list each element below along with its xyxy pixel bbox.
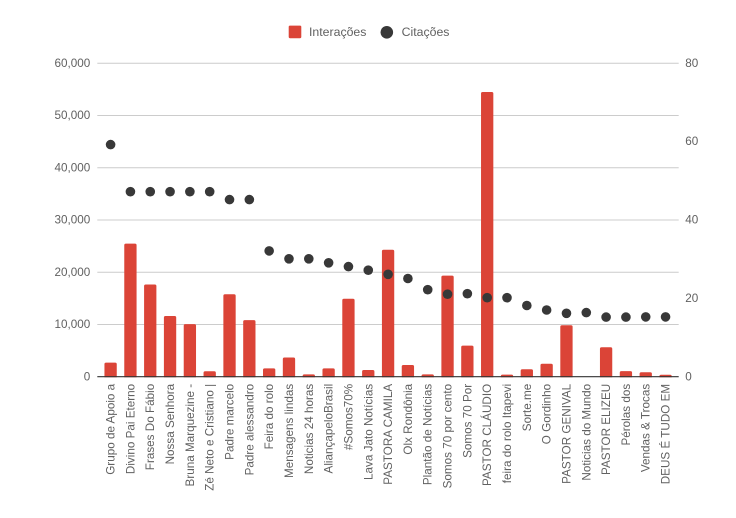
svg-text:PASTOR ELIZEU: PASTOR ELIZEU: [600, 384, 613, 475]
svg-text:Frases Do Fábio: Frases Do Fábio: [144, 383, 157, 470]
svg-text:50,000: 50,000: [55, 109, 91, 122]
svg-text:Padre marcelo: Padre marcelo: [224, 383, 237, 460]
svg-text:Zé Neto e Cristiano |: Zé Neto e Cristiano |: [204, 384, 217, 491]
svg-text:Noticias do Mundo: Noticias do Mundo: [580, 383, 593, 480]
svg-text:Somos 70 por cento: Somos 70 por cento: [442, 383, 455, 488]
svg-text:20,000: 20,000: [55, 266, 91, 279]
svg-text:0: 0: [84, 370, 91, 383]
svg-text:Nossa Senhora: Nossa Senhora: [164, 383, 177, 464]
svg-text:Pérolas dos: Pérolas dos: [620, 384, 633, 446]
svg-text:#Somos70%: #Somos70%: [342, 384, 355, 450]
svg-text:10,000: 10,000: [55, 318, 91, 331]
svg-text:Interações: Interações: [309, 25, 366, 39]
svg-text:O Gordinho: O Gordinho: [541, 383, 554, 444]
svg-text:40: 40: [685, 214, 699, 227]
svg-text:Somos 70 Por: Somos 70 Por: [461, 384, 474, 458]
svg-text:Vendas & Trocas: Vendas & Trocas: [640, 384, 653, 473]
svg-text:Plantão de Notícias: Plantão de Notícias: [422, 384, 435, 486]
svg-text:60,000: 60,000: [55, 57, 91, 70]
svg-text:PASTOR GENIVAL: PASTOR GENIVAL: [560, 383, 573, 484]
svg-text:60: 60: [685, 135, 699, 148]
svg-text:80: 80: [685, 57, 699, 70]
svg-text:Grupo de Apoio a: Grupo de Apoio a: [105, 383, 118, 474]
svg-text:30,000: 30,000: [55, 214, 91, 227]
svg-text:PASTORA CAMILA: PASTORA CAMILA: [382, 384, 395, 485]
svg-text:DEUS É TUDO EM: DEUS É TUDO EM: [660, 384, 673, 484]
svg-text:Mensagens lindas: Mensagens lindas: [283, 384, 296, 478]
svg-text:Feira do rolo: Feira do rolo: [263, 383, 276, 449]
svg-text:PASTOR CLÁUDIO: PASTOR CLÁUDIO: [481, 384, 494, 486]
svg-text:Bruna Marquezine -: Bruna Marquezine -: [184, 384, 197, 487]
svg-text:AliançapeloBrasil: AliançapeloBrasil: [323, 384, 336, 474]
svg-text:Citações: Citações: [402, 25, 450, 39]
svg-text:Olx Rondônia: Olx Rondônia: [402, 383, 415, 454]
svg-text:Padre alessandro: Padre alessandro: [243, 383, 256, 475]
svg-text:20: 20: [685, 292, 699, 305]
svg-text:40,000: 40,000: [55, 161, 91, 174]
svg-text:feira do rolo Itapevi: feira do rolo Itapevi: [501, 384, 514, 483]
svg-text:Divino Pai Eterno: Divino Pai Eterno: [124, 383, 137, 474]
svg-text:Sorte.me: Sorte.me: [521, 384, 534, 431]
svg-text:Noticias 24 horas: Noticias 24 horas: [303, 384, 316, 474]
svg-text:Lava Jato Notícias: Lava Jato Notícias: [362, 384, 375, 480]
svg-text:0: 0: [685, 370, 692, 383]
